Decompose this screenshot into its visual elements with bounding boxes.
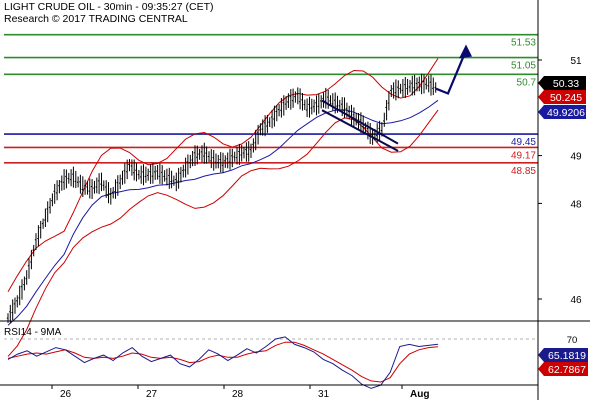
level-label: 51.53 <box>511 38 536 49</box>
chart-subtitle: Research © 2017 TRADING CENTRAL <box>4 13 188 25</box>
price-tag: 50.245 <box>550 92 582 104</box>
price-tick-label: 49 <box>570 152 582 163</box>
time-tick-label: 27 <box>146 389 158 400</box>
level-label: 51.05 <box>511 61 536 72</box>
price-tick-label: 51 <box>570 56 582 67</box>
bollinger-upper <box>7 58 439 293</box>
price-panel: 51.53 51.05 50.7 49.45 49.17 48.85 <box>4 33 538 357</box>
rsi-tick-label: 70 <box>567 335 578 346</box>
rsi-signal-line <box>7 341 439 383</box>
price-tag-bg <box>538 76 586 90</box>
time-tick-label: 26 <box>60 389 72 400</box>
price-tag: 49.9206 <box>547 107 585 119</box>
level-label: 48.85 <box>511 166 536 177</box>
price-tick-label: 48 <box>570 199 582 210</box>
rsi-tag-bg <box>538 348 588 362</box>
level-label: 50.7 <box>517 77 537 88</box>
trend-channel-upper <box>321 99 399 145</box>
price-tag-bg <box>538 105 586 119</box>
forecast-arrow <box>435 50 468 95</box>
rsi-panel <box>4 336 538 389</box>
rsi-line <box>7 336 439 389</box>
price-tag: 50.33 <box>553 78 579 90</box>
time-tick-label: 28 <box>232 389 244 400</box>
bollinger-lower <box>7 109 439 357</box>
chart-title: LIGHT CRUDE OIL - 30min - 09:35:27 (CET) <box>4 1 214 13</box>
rsi-tag: 62.7867 <box>548 364 586 376</box>
time-tick-label: 31 <box>318 389 330 400</box>
rsi-tag-bg <box>538 362 588 376</box>
rsi-tag: 65.1819 <box>548 350 586 362</box>
price-tick-label: 46 <box>570 295 582 306</box>
forecast-arrow-head <box>459 44 472 59</box>
time-tick-label: Aug <box>410 389 429 400</box>
level-label: 49.45 <box>511 137 536 148</box>
price-tag-bg <box>538 90 586 104</box>
rsi-title: RSI14 - 9MA <box>4 327 62 338</box>
trend-channel-lower <box>321 109 399 152</box>
level-label: 49.17 <box>511 150 536 161</box>
